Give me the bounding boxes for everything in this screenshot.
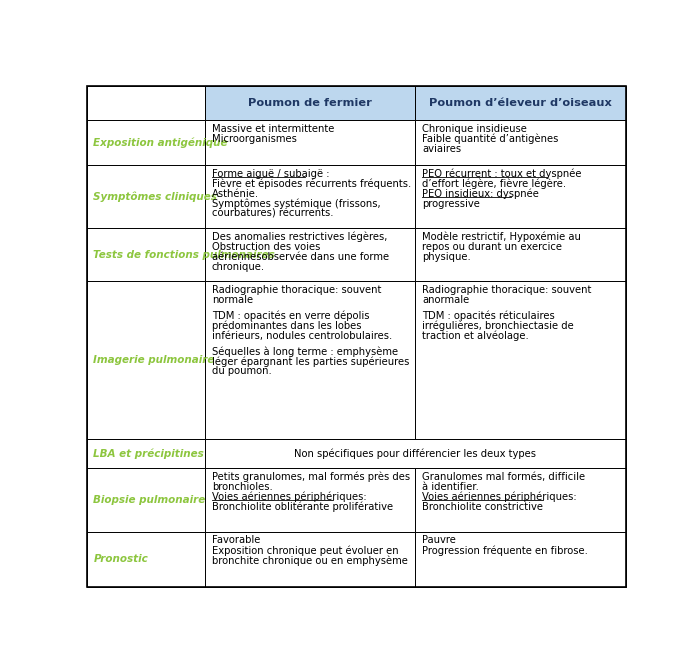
Text: léger épargnant les parties supérieures: léger épargnant les parties supérieures xyxy=(212,356,409,367)
Text: Radiographie thoracique: souvent: Radiographie thoracique: souvent xyxy=(212,285,382,295)
Text: Microorganismes: Microorganismes xyxy=(212,134,297,144)
Text: Voies aériennes périphériques:: Voies aériennes périphériques: xyxy=(212,492,366,502)
Text: physique.: physique. xyxy=(422,252,471,262)
Text: Symptômes systémique (frissons,: Symptômes systémique (frissons, xyxy=(212,198,380,209)
Text: Chronique insidieuse: Chronique insidieuse xyxy=(422,124,527,134)
Text: anormale: anormale xyxy=(422,295,469,305)
Text: Poumon d’éleveur d’oiseaux: Poumon d’éleveur d’oiseaux xyxy=(429,98,612,108)
Text: Asthénie.: Asthénie. xyxy=(212,188,259,198)
Text: Obstruction des voies: Obstruction des voies xyxy=(212,242,320,252)
Text: d’effort légère, fièvre légère.: d’effort légère, fièvre légère. xyxy=(422,178,566,189)
Bar xyxy=(416,468,626,531)
Text: Biopsie pulmonaire: Biopsie pulmonaire xyxy=(93,495,206,505)
Bar xyxy=(87,531,206,587)
Bar xyxy=(206,86,416,121)
Text: Massive et intermittente: Massive et intermittente xyxy=(212,124,334,134)
Text: courbatures) récurrents.: courbatures) récurrents. xyxy=(212,208,334,218)
Text: Forme aiguë / subaigë :: Forme aiguë / subaigë : xyxy=(212,168,329,178)
Text: Imagerie pulmonaire: Imagerie pulmonaire xyxy=(93,356,215,366)
Bar xyxy=(416,121,626,165)
Bar xyxy=(206,282,416,439)
Text: Non spécifiques pour différencier les deux types: Non spécifiques pour différencier les de… xyxy=(295,448,537,459)
Bar xyxy=(87,121,206,165)
Text: repos ou durant un exercice: repos ou durant un exercice xyxy=(422,242,562,252)
Bar xyxy=(206,468,416,531)
Text: du poumon.: du poumon. xyxy=(212,366,272,376)
Text: à identifier.: à identifier. xyxy=(422,482,479,492)
Text: normale: normale xyxy=(212,295,253,305)
Text: bronchioles.: bronchioles. xyxy=(212,482,272,492)
Text: irrégulières, bronchiectasie de: irrégulières, bronchiectasie de xyxy=(422,320,573,331)
Text: Tests de fonctions pulmonaires: Tests de fonctions pulmonaires xyxy=(93,250,275,260)
Bar xyxy=(87,228,206,282)
Text: Pauvre: Pauvre xyxy=(422,535,456,545)
Bar xyxy=(206,165,416,228)
Bar xyxy=(416,531,626,587)
Text: Exposition antigénique: Exposition antigénique xyxy=(93,137,228,148)
Text: Granulomes mal formés, difficile: Granulomes mal formés, difficile xyxy=(422,472,585,482)
Text: chronique.: chronique. xyxy=(212,262,265,272)
Text: TDM : opacités en verre dépolis: TDM : opacités en verre dépolis xyxy=(212,310,369,321)
Text: aériennesobservée dans une forme: aériennesobservée dans une forme xyxy=(212,252,389,262)
Text: Bronchiolite oblitérante proliférative: Bronchiolite oblitérante proliférative xyxy=(212,502,393,512)
Bar xyxy=(206,439,626,468)
Text: Petits granulomes, mal formés près des: Petits granulomes, mal formés près des xyxy=(212,472,410,482)
Text: aviaires: aviaires xyxy=(422,144,461,154)
Text: Séquelles à long terme : emphysème: Séquelles à long terme : emphysème xyxy=(212,346,398,356)
Text: Poumon de fermier: Poumon de fermier xyxy=(249,98,373,108)
Text: prédominantes dans les lobes: prédominantes dans les lobes xyxy=(212,320,361,331)
Text: Modèle restrictif, Hypoxémie au: Modèle restrictif, Hypoxémie au xyxy=(422,232,581,242)
Bar xyxy=(206,228,416,282)
Text: Des anomalies restrictives légères,: Des anomalies restrictives légères, xyxy=(212,232,387,242)
Bar xyxy=(87,86,206,121)
Bar xyxy=(87,439,206,468)
Bar xyxy=(87,468,206,531)
Text: Progression fréquente en fibrose.: Progression fréquente en fibrose. xyxy=(422,545,588,556)
Text: traction et alvéolage.: traction et alvéolage. xyxy=(422,330,529,341)
Text: Favorable: Favorable xyxy=(212,535,260,545)
Text: PEO récurrent : toux et dyspnée: PEO récurrent : toux et dyspnée xyxy=(422,168,582,179)
Bar xyxy=(206,121,416,165)
Text: Voies aériennes périphériques:: Voies aériennes périphériques: xyxy=(422,492,577,502)
Text: PEO insidieux: dyspnée: PEO insidieux: dyspnée xyxy=(422,188,539,199)
Bar xyxy=(87,282,206,439)
Text: inférieurs, nodules centrolobulaires.: inférieurs, nodules centrolobulaires. xyxy=(212,330,392,340)
Bar xyxy=(416,228,626,282)
Text: bronchite chronique ou en emphysème: bronchite chronique ou en emphysème xyxy=(212,555,408,566)
Bar xyxy=(206,531,416,587)
Text: Fièvre et épisodes récurrents fréquents.: Fièvre et épisodes récurrents fréquents. xyxy=(212,178,411,189)
Text: Pronostic: Pronostic xyxy=(93,554,148,564)
Text: Bronchiolite constrictive: Bronchiolite constrictive xyxy=(422,502,543,512)
Bar xyxy=(416,165,626,228)
Bar xyxy=(416,282,626,439)
Text: Faible quantité d’antigènes: Faible quantité d’antigènes xyxy=(422,134,558,145)
Bar xyxy=(416,86,626,121)
Text: Symptômes cliniques: Symptômes cliniques xyxy=(93,191,218,202)
Text: Radiographie thoracique: souvent: Radiographie thoracique: souvent xyxy=(422,285,591,295)
Text: TDM : opacités réticulaires: TDM : opacités réticulaires xyxy=(422,310,555,321)
Bar xyxy=(87,165,206,228)
Text: progressive: progressive xyxy=(422,198,480,208)
Text: Exposition chronique peut évoluer en: Exposition chronique peut évoluer en xyxy=(212,545,398,556)
Text: LBA et précipitines: LBA et précipitines xyxy=(93,448,204,459)
